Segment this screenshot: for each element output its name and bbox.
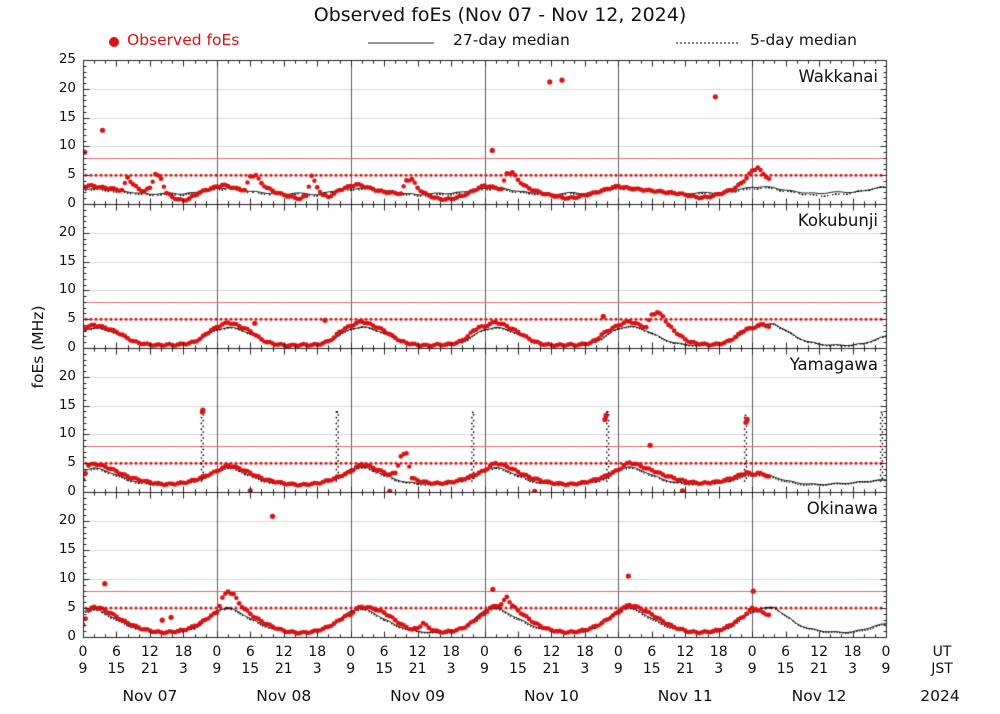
legend-median5-label: 5-day median <box>750 31 857 49</box>
x-tick-jst: 9 <box>480 661 489 677</box>
y-tick-label: 20 <box>58 223 76 240</box>
x-tick-ut: 6 <box>379 644 389 660</box>
x-tick-jst: 21 <box>542 661 561 677</box>
x-tick-jst: 9 <box>881 661 891 677</box>
y-tick-label: 0 <box>67 483 76 499</box>
y-tick-label: 10 <box>58 137 76 154</box>
x-tick-jst: 21 <box>408 661 427 677</box>
x-tick-ut: 0 <box>613 644 623 660</box>
y-tick-label: 10 <box>58 425 76 442</box>
x-tick-ut: 0 <box>747 644 757 660</box>
station-label-yamagawa: Yamagawa <box>789 355 878 374</box>
y-tick-label: 15 <box>58 396 76 413</box>
x-tick-jst: 15 <box>509 661 527 677</box>
legend-observed-label: Observed foEs <box>127 31 240 49</box>
y-tick-label: 15 <box>58 541 76 557</box>
x-tick-jst: 3 <box>714 661 724 677</box>
y-tick-label: 0 <box>67 339 76 355</box>
y-tick-label: 20 <box>58 79 76 96</box>
x-tick-jst: 3 <box>848 661 857 677</box>
x-tick-jst: 21 <box>140 661 159 677</box>
x-tick-ut: 18 <box>575 644 594 660</box>
x-tick-ut: 12 <box>676 644 695 660</box>
x-tick-ut: 12 <box>274 644 293 660</box>
y-tick-label: 5 <box>67 454 76 471</box>
x-tick-ut: 0 <box>346 644 356 660</box>
x-tick-jst: 21 <box>810 661 828 677</box>
x-tick-jst: 15 <box>642 661 661 677</box>
x-tick-ut: 6 <box>245 644 255 660</box>
x-tick-ut: 12 <box>140 644 159 660</box>
station-label-wakkanai: Wakkanai <box>798 67 878 86</box>
x-tick-jst: 15 <box>241 661 260 677</box>
date-label: Nov 12 <box>791 687 847 705</box>
x-tick-jst: 3 <box>178 661 188 677</box>
x-tick-ut: 12 <box>408 644 427 660</box>
x-tick-ut: 12 <box>542 644 561 660</box>
legend-median5-line-icon <box>676 42 738 44</box>
legend-median27-label: 27-day median <box>453 31 570 49</box>
year-label: 2024 <box>920 687 960 705</box>
date-label: Nov 09 <box>390 687 446 705</box>
x-tick-jst: 9 <box>613 661 623 677</box>
y-tick-label: 0 <box>67 195 76 211</box>
date-label: Nov 07 <box>122 687 178 705</box>
y-tick-label: 0 <box>67 628 76 644</box>
x-tick-jst: 3 <box>312 661 322 677</box>
legend-observed-dot-icon <box>109 37 119 47</box>
x-tick-ut: 18 <box>308 644 327 660</box>
y-tick-label: 5 <box>67 599 76 615</box>
x-tick-jst: 15 <box>107 661 126 677</box>
x-tick-jst: 15 <box>375 661 394 677</box>
x-tick-jst: 21 <box>676 661 695 677</box>
ut-axis-unit-label: UT <box>932 644 952 660</box>
y-tick-label: 25 <box>58 51 76 67</box>
x-tick-ut: 6 <box>781 644 791 660</box>
x-tick-jst: 15 <box>776 661 795 677</box>
x-tick-ut: 18 <box>174 644 193 660</box>
x-tick-jst: 3 <box>580 661 590 677</box>
date-label: Nov 10 <box>523 687 579 705</box>
y-tick-label: 5 <box>67 310 76 327</box>
x-tick-ut: 18 <box>709 644 728 660</box>
y-tick-label: 5 <box>67 166 76 183</box>
station-label-kokubunji: Kokubunji <box>797 211 878 230</box>
x-tick-jst: 9 <box>78 661 88 677</box>
x-tick-ut: 0 <box>78 644 88 660</box>
x-tick-jst: 9 <box>212 661 222 677</box>
station-label-okinawa: Okinawa <box>806 499 878 518</box>
y-tick-label: 15 <box>58 252 76 269</box>
x-tick-ut: 0 <box>212 644 222 660</box>
x-tick-ut: 18 <box>442 644 460 660</box>
y-tick-label: 10 <box>58 570 76 586</box>
x-tick-ut: 12 <box>810 644 828 660</box>
date-label: Nov 08 <box>256 687 312 705</box>
x-tick-jst: 9 <box>747 661 757 677</box>
x-tick-ut: 6 <box>111 644 121 660</box>
legend-median27-line-icon <box>368 42 434 44</box>
x-tick-jst: 3 <box>446 661 456 677</box>
x-tick-ut: 0 <box>480 644 489 660</box>
x-tick-ut: 6 <box>647 644 657 660</box>
y-tick-label: 20 <box>58 367 76 384</box>
x-tick-ut: 18 <box>843 644 862 660</box>
x-tick-ut: 0 <box>881 644 891 660</box>
x-tick-ut: 6 <box>513 644 523 660</box>
jst-axis-unit-label: JST <box>931 661 953 677</box>
page-title: Observed foEs (Nov 07 - Nov 12, 2024) <box>313 4 687 26</box>
x-tick-jst: 21 <box>274 661 293 677</box>
y-tick-label: 15 <box>58 108 76 125</box>
date-label: Nov 11 <box>657 687 713 705</box>
y-tick-label: 10 <box>58 281 76 298</box>
x-tick-jst: 9 <box>346 661 356 677</box>
y-tick-label: 20 <box>58 512 76 528</box>
